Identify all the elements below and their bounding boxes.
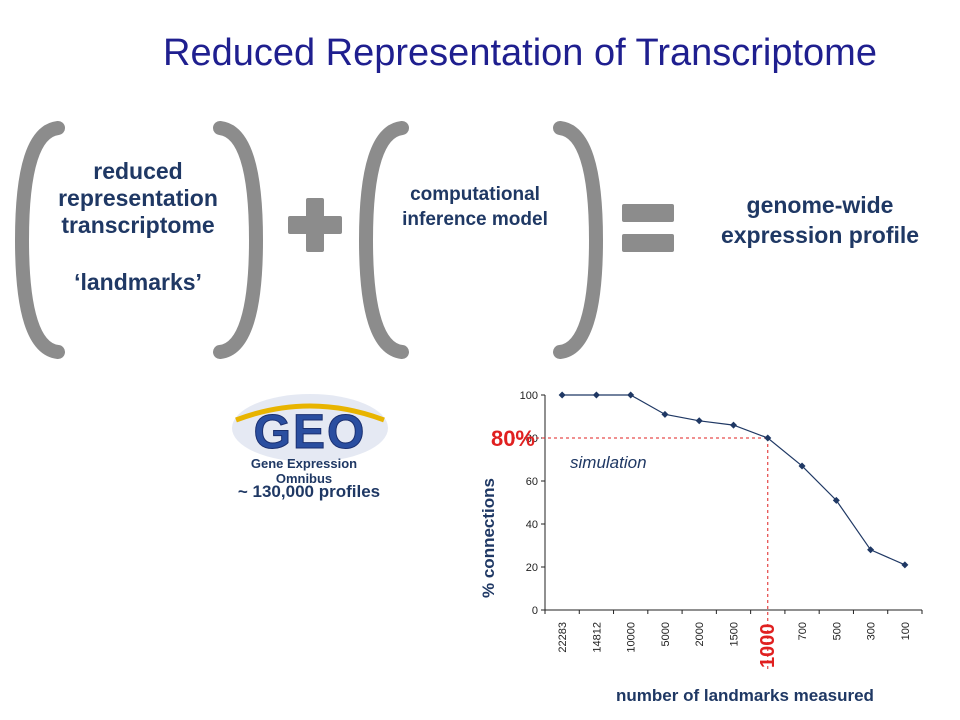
data-point <box>798 462 806 470</box>
data-point <box>558 391 566 399</box>
geo-logo-text: GEO <box>254 406 367 459</box>
data-point <box>867 546 875 554</box>
data-point <box>592 391 600 399</box>
series-label: simulation <box>570 453 647 472</box>
y-tick-label: 40 <box>526 519 538 531</box>
box1-line-3: transcriptome <box>61 212 215 239</box>
y-tick-label: 60 <box>526 476 538 488</box>
geo-logo: GEO <box>232 394 388 462</box>
geo-subtitle: Gene Expression Omnibus <box>250 456 358 486</box>
x-tick-label: 10000 <box>626 622 638 653</box>
x-tick-label: 22283 <box>557 622 569 653</box>
equals-icon <box>622 204 674 252</box>
landmarks-label: ‘landmarks’ <box>74 269 202 296</box>
slide-title: Reduced Representation of Transcriptome <box>163 32 877 74</box>
data-point <box>695 417 703 425</box>
left-bracket-2 <box>358 121 409 359</box>
data-point <box>661 410 669 418</box>
x-tick-label: 700 <box>797 622 809 640</box>
inference-model-text: computational inference model <box>370 183 580 232</box>
x-marker-label: 1000 <box>757 624 779 669</box>
box1-line-2: representation <box>58 185 218 212</box>
data-point <box>832 496 840 504</box>
right-bracket-2 <box>553 121 604 359</box>
x-tick-label: 14812 <box>591 622 603 653</box>
expression-profile-text: genome-wide expression profile <box>690 190 950 251</box>
y-tick-label: 80 <box>526 433 538 445</box>
x-axis-label: number of landmarks measured <box>616 686 874 705</box>
x-tick-label: 500 <box>831 622 843 640</box>
box2-line-1: computational <box>410 184 540 205</box>
x-tick-label: 2000 <box>694 622 706 646</box>
y-axis-label: % connections <box>479 478 498 598</box>
box3-line-2: expression profile <box>720 222 920 249</box>
data-point <box>730 421 737 429</box>
data-point <box>901 561 909 569</box>
geo-profile-count: ~ 130,000 profiles <box>237 482 381 501</box>
data-point <box>627 391 635 399</box>
x-tick-label: 300 <box>866 622 878 640</box>
x-tick-label: 1500 <box>729 622 741 646</box>
left-bracket-1 <box>14 121 65 359</box>
box2-line-2: inference model <box>402 208 548 230</box>
x-tick-label: 100 <box>900 622 912 640</box>
y-tick-label: 100 <box>520 390 538 402</box>
reduced-representation-text: reduced representation transcriptome ‘la… <box>28 158 248 297</box>
series-line <box>562 394 906 566</box>
x-tick-label: 5000 <box>660 622 672 646</box>
box1-line-1: reduced <box>93 158 183 184</box>
line-chart: 0 20 40 60 80 100 22283 14812 10000 5000 2000 1500… <box>479 390 923 705</box>
box3-line-1: genome-wide <box>746 192 894 218</box>
y-marker-label: 80% <box>491 426 535 451</box>
y-tick-label: 0 <box>532 605 538 617</box>
y-tick-label: 20 <box>526 562 538 574</box>
plus-icon <box>288 198 342 252</box>
data-point <box>764 434 772 442</box>
right-bracket-1 <box>213 121 264 359</box>
